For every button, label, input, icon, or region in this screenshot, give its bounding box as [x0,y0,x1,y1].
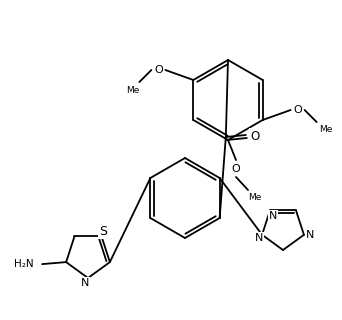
Text: O: O [293,105,302,115]
Text: S: S [100,225,107,238]
Text: Me: Me [248,194,262,203]
Text: O: O [154,65,163,75]
Text: O: O [250,130,260,142]
Text: Me: Me [126,85,139,94]
Text: N: N [255,233,263,243]
Text: O: O [232,164,240,174]
Text: N: N [81,278,89,288]
Text: N: N [306,230,314,240]
Text: H₂N: H₂N [14,259,34,269]
Text: N: N [269,211,277,221]
Text: Me: Me [319,124,332,133]
